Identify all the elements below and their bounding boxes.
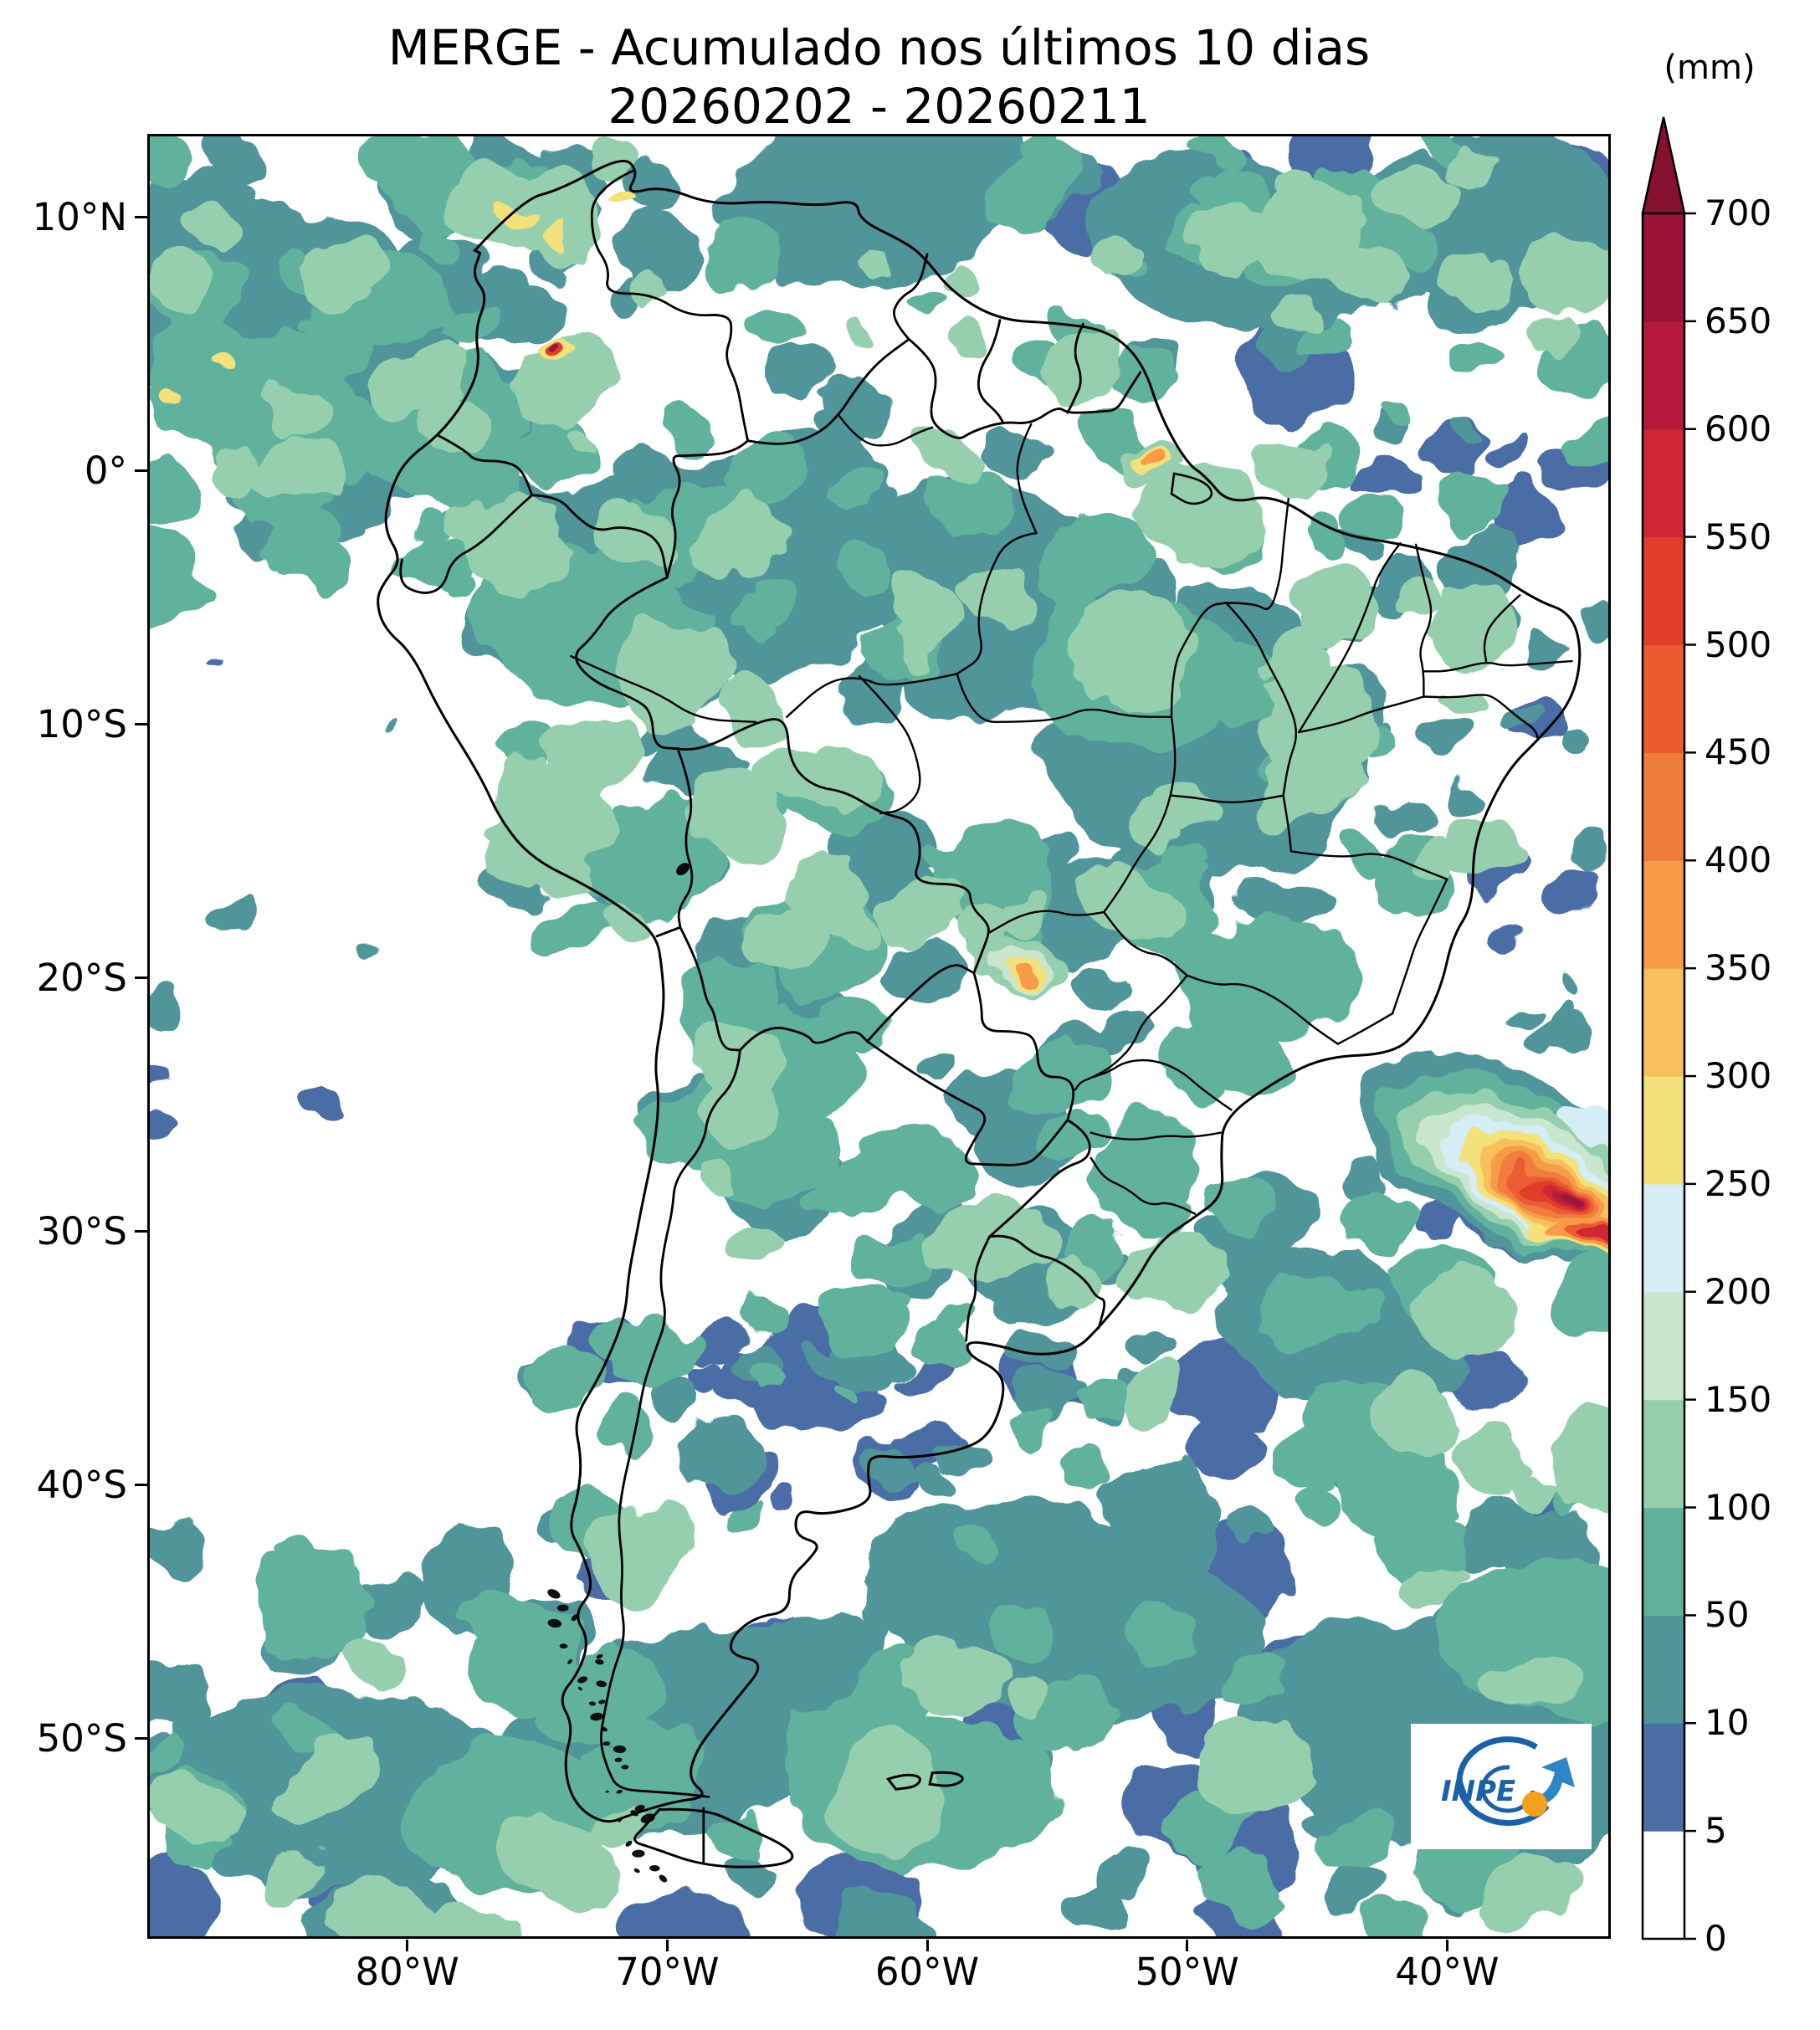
lon-tick-label: 60°W [874,1950,980,1994]
colorbar-tick-label: 700 [1705,192,1772,233]
country-borders [399,169,1142,1864]
lon-tick-mark [925,1940,929,1951]
colorbar-tick-label: 5 [1705,1810,1727,1852]
lon-tick-mark [406,1940,409,1951]
inpe-logo-box: INPE [1411,1724,1592,1849]
colorbar-tick-label: 250 [1705,1162,1772,1204]
colorbar-tick-label: 200 [1705,1270,1772,1312]
colorbar-unit-label: (mm) [1664,49,1756,87]
colorbar-tick-label: 550 [1705,515,1772,557]
colorbar-tick-label: 150 [1705,1378,1772,1420]
lat-tick-mark [135,977,147,980]
colorbar-tick-label: 450 [1705,731,1772,773]
colorbar-tick-label: 50 [1705,1594,1750,1636]
lat-tick-label: 40°S [36,1462,127,1507]
lon-tick-label: 50°W [1135,1950,1239,1994]
inpe-logo-orange-dot [1522,1792,1547,1817]
lat-tick-label: 0° [84,448,127,493]
colorbar-tick-label: 500 [1705,623,1772,665]
lat-tick-label: 10°N [32,194,127,239]
colorbar-tick-label: 100 [1705,1486,1772,1528]
figure-title-block: MERGE - Acumulado nos últimos 10 dias 20… [147,18,1611,136]
lat-tick-mark [135,1230,147,1233]
figure-title: MERGE - Acumulado nos últimos 10 dias [387,19,1371,76]
lon-tick-mark [1445,1940,1448,1951]
lon-tick-mark [665,1940,669,1951]
precipitation-map [92,100,1709,2002]
inpe-logo-text: INPE [1441,1775,1515,1808]
lon-tick-mark [1186,1940,1189,1951]
lat-tick-label: 30°S [36,1208,127,1253]
colorbar-tick-label: 350 [1705,947,1772,989]
lat-tick-mark [135,216,147,219]
colorbar-tick-label: 300 [1705,1055,1772,1096]
precipitation-field [92,100,1709,2002]
colorbar-tick-label: 650 [1705,300,1772,341]
lon-tick-label: 70°W [615,1950,720,1994]
figure-subtitle: 20260202 - 20260211 [608,78,1151,135]
colorbar-over-arrow [1641,116,1686,215]
inpe-logo: INPE [1441,1736,1575,1827]
state-borders [570,414,1573,1215]
fjord-islands [547,863,690,1883]
colorbar [1634,105,1743,1950]
lon-tick-label: 80°W [355,1950,459,1994]
map-canvas [92,100,1709,2002]
lat-tick-mark [135,1484,147,1487]
colorbar-tick-label: 0 [1705,1918,1727,1959]
lat-tick-label: 20°S [36,955,127,1000]
lat-tick-mark [135,469,147,473]
colorbar-tick-label: 10 [1705,1702,1750,1744]
map-frame [147,134,1611,1939]
lat-tick-mark [135,723,147,726]
coastline [377,159,1582,1869]
inpe-logo-arrow [1535,1757,1575,1806]
lat-tick-mark [135,1737,147,1740]
lat-tick-label: 50°S [36,1715,127,1761]
lat-tick-label: 10°S [36,701,127,746]
inpe-logo-swoosh [1456,1736,1575,1827]
colorbar-canvas [1641,116,1696,1940]
colorbar-tick-label: 400 [1705,839,1772,881]
colorbar-tick-label: 600 [1705,408,1772,449]
lon-tick-label: 40°W [1395,1950,1500,1994]
